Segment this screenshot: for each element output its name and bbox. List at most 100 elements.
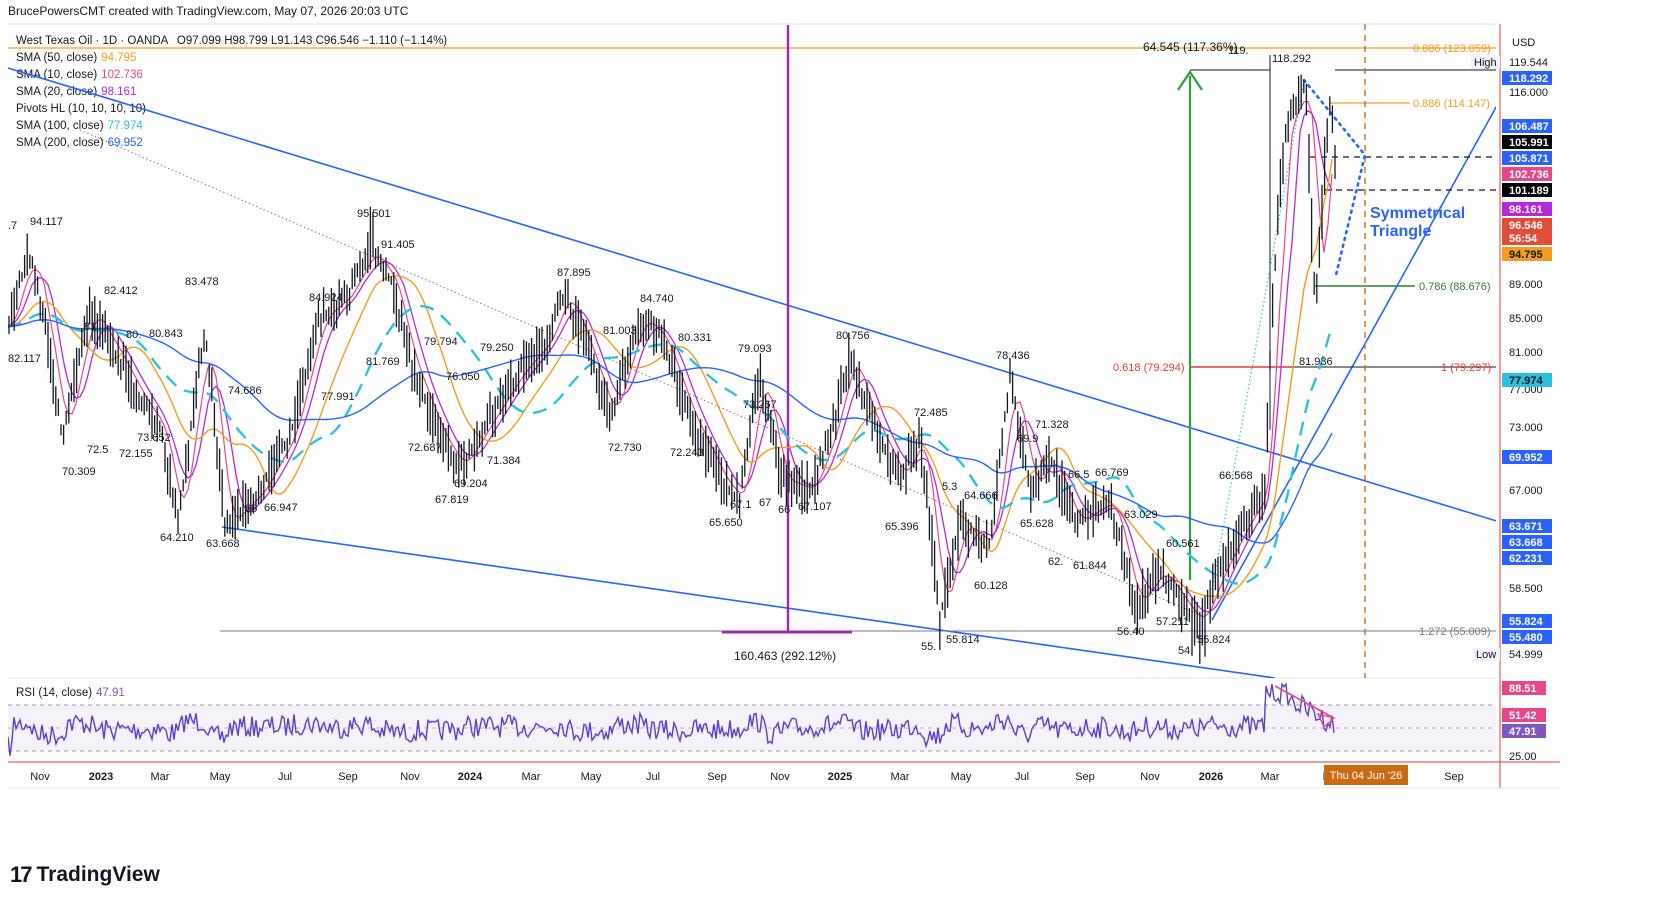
x-tick-1: 2023 (89, 771, 113, 783)
pivot-label-16: 66.947 (264, 502, 298, 514)
x-tick-2: Mar (151, 771, 170, 783)
pivot-label-2: 82.117 (8, 353, 41, 365)
pivot-label-64: 55. (921, 641, 936, 653)
rsi-badge-bg-1 (1502, 708, 1546, 722)
pivot-label-31: 84.740 (640, 293, 674, 305)
legend-indicator-label: SMA (10, close) (16, 69, 98, 81)
pivot-label-57: 60.561 (1166, 538, 1200, 550)
price-badge-bg-10 (1502, 247, 1552, 261)
price-badge-bg-3 (1502, 135, 1552, 149)
rsi-value: 47.91 (96, 687, 125, 699)
legend-symbol-row[interactable]: West Texas Oil · 1D · OANDA O97.099 H98.… (16, 33, 447, 50)
sma-50-line (8, 159, 1333, 598)
legend-indicator-1[interactable]: SMA (10, close) 102.736 (16, 67, 447, 84)
rsi-label: RSI (14, close) (16, 687, 92, 699)
legend-indicator-value: 98.161 (101, 86, 137, 98)
rsi-badge-2: 47.91 (1509, 726, 1537, 738)
rsi-tick-0: 25.00 (1509, 751, 1537, 763)
price-badge-bg-9 (1502, 231, 1552, 245)
x-tick-19: 2026 (1199, 771, 1223, 783)
pivot-label-8: 74.686 (228, 385, 262, 397)
price-badge-18: 54.999 (1509, 649, 1543, 661)
legend-indicator-label: SMA (100, close) (16, 120, 104, 132)
pivot-label-53: 63.029 (1124, 509, 1158, 521)
pivot-label-37: 67 (759, 497, 771, 509)
price-badge-4: 105.871 (1509, 153, 1549, 165)
price-badge-bg-6 (1502, 183, 1552, 197)
pivot-label-66: 118.292 (1272, 53, 1311, 65)
sma-100-line (8, 304, 1334, 585)
x-tick-4: Jul (278, 771, 292, 783)
dotted-channel-line (79, 129, 1201, 616)
low-tag-bg (1473, 648, 1500, 661)
x-tick-17: Sep (1075, 771, 1095, 783)
price-badge-bg-1 (1502, 71, 1552, 85)
legend-indicator-3[interactable]: Pivots HL (10, 10, 10, 10) (16, 101, 447, 118)
pivot-label-41: 73.267 (743, 399, 777, 411)
high-tag: High (1474, 57, 1497, 69)
pivot-label-58: 66.568 (1219, 470, 1253, 482)
pivot-label-33: 79.093 (738, 343, 772, 355)
fib-label-1: 0.886 (114.147) (1413, 98, 1490, 110)
price-badge-0: 119.544 (1509, 57, 1548, 69)
x-tick-10: Jul (646, 771, 660, 783)
pivot-label-48: 71.328 (1035, 419, 1069, 431)
candlestick-bars (8, 74, 1336, 664)
tradingview-logo-text: TradingView (36, 863, 160, 886)
rsi-divergence-arrow (1316, 712, 1336, 729)
low-tag: Low (1476, 649, 1496, 661)
legend-indicator-5[interactable]: SMA (200, close) 69.952 (16, 135, 447, 152)
legend-ohlc: O97.099 H98.799 L91.143 C96.546 −1.110 (… (176, 35, 448, 47)
price-badge-8: 96.546 (1509, 220, 1543, 232)
fib-label-2: 0.786 (88.676) (1419, 281, 1491, 293)
rsi-line (8, 682, 1335, 756)
x-tick-18: Nov (1140, 771, 1160, 783)
pivot-label-13: 64.210 (160, 532, 194, 544)
price-badge-9: 56:54 (1509, 233, 1538, 245)
pivot-label-63: 55.814 (946, 634, 980, 646)
fib-label-4: 1 (79.297) (1441, 362, 1491, 374)
pivot-label-56: 60.128 (974, 580, 1008, 592)
pivot-label-42: 80.756 (836, 330, 870, 342)
price-badge-12: 69.952 (1509, 452, 1543, 464)
price-badge-bg-16 (1502, 614, 1552, 628)
legend-symbol[interactable]: West Texas Oil · 1D · OANDA (16, 35, 168, 47)
pivot-label-25: 72.687 (408, 442, 442, 454)
pivot-label-67: 81.936 (1299, 356, 1333, 368)
y-tick-2: 85.000 (1509, 313, 1543, 325)
legend-indicator-value: 69.952 (107, 137, 143, 149)
legend-indicator-0[interactable]: SMA (50, close) 94.795 (16, 50, 447, 67)
pivot-label-45: 5.3 (942, 481, 957, 493)
pivot-label-28: 67.819 (435, 494, 469, 506)
measure-label-bottom: 160.463 (292.12%) (734, 649, 836, 663)
price-badge-bg-17 (1502, 630, 1552, 644)
price-badge-11: 77.974 (1509, 375, 1544, 387)
y-tick-6: 67.000 (1509, 485, 1543, 497)
pivot-label-60: 57.211 (1156, 616, 1189, 628)
tradingview-logo: 17 TradingView (10, 862, 160, 888)
price-badge-1: 118.292 (1509, 73, 1548, 85)
pivot-label-29: 87.895 (557, 267, 591, 279)
pivot-label-50: 65.628 (1020, 518, 1054, 530)
price-badge-14: 63.668 (1509, 537, 1543, 549)
y-tick-4: 77.000 (1509, 384, 1543, 396)
pivot-label-38: 66 (778, 504, 790, 516)
x-tick-8: Mar (522, 771, 541, 783)
legend-indicator-value: 77.974 (107, 120, 143, 132)
pivot-label-27: 69.204 (454, 478, 488, 490)
currency-label: USD (1512, 37, 1535, 49)
pivot-label-35: 72.243 (670, 447, 704, 459)
pivot-label-18: 91.405 (381, 239, 415, 251)
y-tick-3: 81.000 (1509, 347, 1543, 359)
legend-indicator-value: 94.795 (101, 52, 137, 64)
price-badge-bg-14 (1502, 535, 1552, 549)
rsi-pane[interactable] (8, 682, 1498, 756)
rsi-badge-1: 51.42 (1509, 710, 1537, 722)
pivot-label-14: 63.668 (206, 538, 240, 550)
legend-indicator-4[interactable]: SMA (100, close) 77.974 (16, 118, 447, 135)
pivot-label-44: 65.396 (885, 521, 919, 533)
candles-layer (8, 74, 1336, 664)
pivot-label-17: 95.501 (357, 208, 391, 220)
x-tick-6: Nov (400, 771, 420, 783)
